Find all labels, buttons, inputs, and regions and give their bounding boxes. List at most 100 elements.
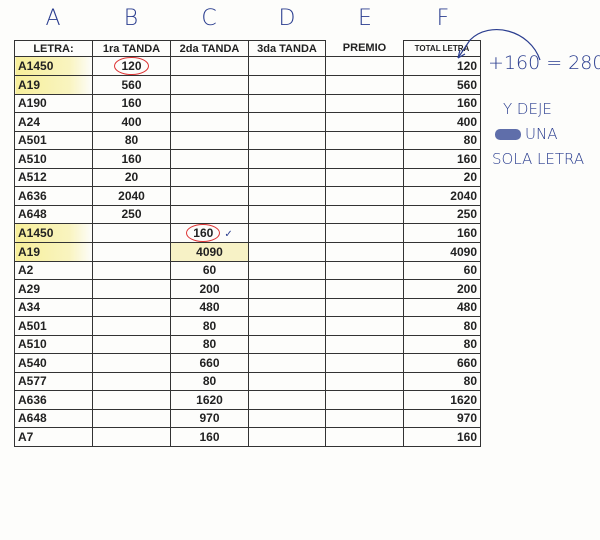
cell-letra: A29 xyxy=(14,279,93,299)
cell-premio xyxy=(325,427,404,447)
cell-value: 160 xyxy=(121,151,142,166)
cell-value: 120 xyxy=(456,59,477,73)
cell-1ra-tanda: 120 xyxy=(92,56,171,76)
cell-total-letra: 970 xyxy=(403,408,481,428)
cell-3da-tanda xyxy=(248,56,326,76)
cell-letra: A19 xyxy=(14,75,93,95)
cell-value: 480 xyxy=(456,300,477,315)
cell-2da-tanda xyxy=(170,112,249,132)
cell-3da-tanda xyxy=(248,112,326,132)
cell-premio xyxy=(325,186,404,206)
cell-1ra-tanda: 2040 xyxy=(92,186,171,206)
cell-1ra-tanda xyxy=(92,297,171,317)
cell-letra: A19 xyxy=(14,242,93,262)
cell-total-letra: 250 xyxy=(403,204,481,224)
cell-2da-tanda: 60 xyxy=(170,260,249,280)
table-row: A577 80 80 xyxy=(14,371,481,391)
cell-3da-tanda xyxy=(248,167,326,187)
cell-3da-tanda xyxy=(248,130,326,150)
cell-value: A501 xyxy=(18,318,47,333)
cell-value: A29 xyxy=(18,281,41,296)
cell-value: 4090 xyxy=(450,244,477,259)
cell-total-letra: 120 xyxy=(403,56,481,76)
cell-3da-tanda xyxy=(248,353,326,373)
cell-1ra-tanda xyxy=(92,427,171,447)
cell-value: 200 xyxy=(456,281,477,296)
cell-value: A648 xyxy=(18,207,47,222)
cell-value: 400 xyxy=(456,114,477,129)
cell-total-letra: 4090 xyxy=(403,242,481,262)
cell-value: A24 xyxy=(18,114,41,129)
cell-total-letra: 80 xyxy=(403,371,481,391)
cell-premio xyxy=(325,75,404,95)
cell-value: 160 xyxy=(199,429,220,444)
cell-value: 80 xyxy=(124,133,139,148)
table-row: A636 2040 2040 xyxy=(14,186,481,206)
cell-2da-tanda xyxy=(170,130,249,150)
cell-2da-tanda: 80 xyxy=(170,371,249,391)
table-row: A34 480 480 xyxy=(14,297,481,317)
cell-letra: A1450 xyxy=(14,223,93,243)
cell-premio xyxy=(325,260,404,280)
cell-2da-tanda: 80 xyxy=(170,334,249,354)
cell-value: 60 xyxy=(463,263,477,278)
cell-value: 200 xyxy=(199,281,220,296)
column-letter: B xyxy=(123,6,139,31)
cell-value: 970 xyxy=(456,411,477,426)
cell-letra: A540 xyxy=(14,353,93,373)
note-line-3: SOLA LETRA xyxy=(492,150,585,168)
cell-1ra-tanda xyxy=(92,390,171,410)
cell-premio xyxy=(325,56,404,76)
cell-total-letra: 2040 xyxy=(403,186,481,206)
cell-value: 20 xyxy=(124,170,139,185)
cell-2da-tanda xyxy=(170,167,249,187)
cell-3da-tanda xyxy=(248,149,326,169)
cell-1ra-tanda xyxy=(92,353,171,373)
cell-value: 80 xyxy=(463,133,477,148)
table-row: A7 160 160 xyxy=(14,427,481,447)
cell-value: 120 xyxy=(114,57,149,75)
cell-value: A540 xyxy=(18,355,47,370)
cell-value: 1620 xyxy=(450,392,477,407)
cell-total-letra: 560 xyxy=(403,75,481,95)
cell-2da-tanda: 480 xyxy=(170,297,249,317)
cell-3da-tanda xyxy=(248,204,326,224)
cell-letra: A501 xyxy=(14,316,93,336)
cell-value: 160 xyxy=(456,226,477,240)
cell-value: A19 xyxy=(18,77,41,92)
cell-total-letra: 200 xyxy=(403,279,481,299)
cell-letra: A636 xyxy=(14,390,93,410)
cell-premio xyxy=(325,371,404,391)
cell-total-letra: 60 xyxy=(403,260,481,280)
cell-value: A34 xyxy=(18,300,41,315)
cell-2da-tanda: 160 xyxy=(170,427,249,447)
cell-3da-tanda xyxy=(248,260,326,280)
table-row: A636 1620 1620 xyxy=(14,390,481,410)
cell-premio xyxy=(325,334,404,354)
cell-2da-tanda xyxy=(170,75,249,95)
table-row: A510 80 80 xyxy=(14,334,481,354)
cell-1ra-tanda: 20 xyxy=(92,167,171,187)
cell-premio xyxy=(325,149,404,169)
table-row: A510 160 160 xyxy=(14,149,481,169)
cell-value: A7 xyxy=(18,429,34,444)
column-letter: A xyxy=(45,6,61,31)
cell-value: 400 xyxy=(121,114,142,129)
cell-letra: A2 xyxy=(14,260,93,280)
column-letter: F xyxy=(436,6,450,31)
cell-total-letra: 660 xyxy=(403,353,481,373)
cell-2da-tanda: 1620 xyxy=(170,390,249,410)
table-row: A29 200 200 xyxy=(14,279,481,299)
cell-value: A636 xyxy=(18,392,47,407)
cell-letra: A510 xyxy=(14,334,93,354)
cell-value: 80 xyxy=(202,337,217,352)
cell-3da-tanda xyxy=(248,408,326,428)
cell-value: 160 xyxy=(456,151,477,166)
cell-letra: A7 xyxy=(14,427,93,447)
cell-value: A648 xyxy=(18,411,47,426)
cell-3da-tanda xyxy=(248,223,326,243)
cell-value: 1620 xyxy=(196,392,223,407)
cell-letra: A648 xyxy=(14,204,93,224)
cell-3da-tanda xyxy=(248,186,326,206)
cell-premio xyxy=(325,279,404,299)
